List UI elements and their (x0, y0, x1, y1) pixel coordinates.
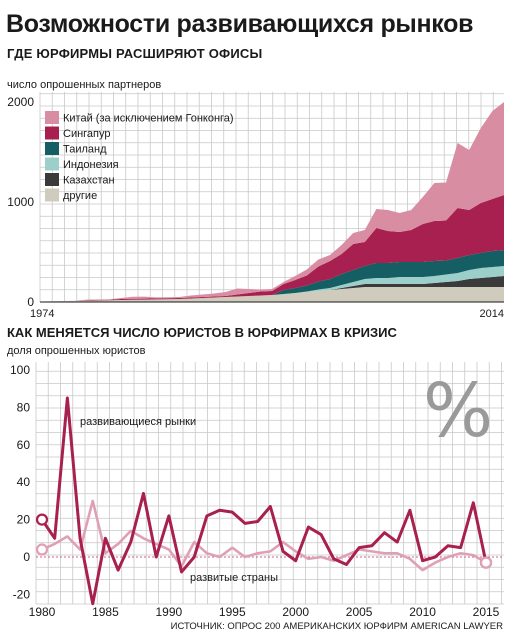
legend-swatch (45, 126, 59, 140)
section-separator (0, 322, 513, 344)
y-tick-label: -20 (13, 587, 31, 601)
area-series-2 (40, 266, 504, 302)
bottom-chart-axis: -20 0 20 40 60 80 100 1980 1985 1990 1995 2000 2005 2… (10, 363, 500, 619)
line-series-0 (40, 396, 488, 606)
x-tick-label: 1995 (219, 605, 246, 619)
x-tick-label: 2015 (473, 605, 500, 619)
top-chart-axis: 0 1000 2000 1974 2014 (7, 95, 504, 320)
x-tick-label: 2010 (409, 605, 436, 619)
line-endpoint-marker (479, 556, 493, 569)
legend-swatch (45, 142, 59, 155)
legend-label: Сингапур (63, 128, 111, 140)
source-note: ИСТОЧНИК: ОПРОС 200 АМЕРИКАНСКИХ ЮРФИРМ … (170, 621, 503, 632)
top-chart-ylabel: число опрошенных партнеров (7, 79, 161, 91)
y-tick-label: 60 (17, 438, 31, 452)
legend-label: Китай (за исключением Гонконга) (63, 113, 234, 125)
page-title: Возможности развивающихся рынков (6, 4, 507, 44)
area-series-4 (40, 195, 504, 302)
x-tick-label: 1985 (92, 605, 119, 619)
y-tick-label: 2000 (7, 95, 34, 109)
legend-swatch (45, 157, 59, 171)
chart-2-title: КАК МЕНЯЕТСЯ ЧИСЛО ЮРИСТОВ В ЮРФИРМАХ В … (7, 325, 397, 340)
legend-swatch (45, 111, 59, 124)
legend-label: Таиланд (63, 144, 107, 156)
series-label-emerging: развивающиеся рынки (80, 416, 196, 428)
line-endpoint-marker (35, 513, 49, 526)
line-endpoint-marker (35, 543, 49, 556)
chart-1-title: ГДЕ ЮРФИРМЫ РАСШИРЯЮТ ОФИСЫ (7, 46, 263, 61)
area-series-0 (40, 287, 504, 302)
legend-label: другие (63, 190, 97, 202)
line-series-1 (40, 499, 488, 572)
legend-swatch (45, 188, 59, 202)
y-tick-label: 100 (10, 363, 30, 377)
top-chart-areas (40, 102, 504, 302)
y-tick-label: 80 (17, 400, 31, 414)
legend-label: Индонезия (63, 159, 119, 171)
x-tick-label: 2000 (282, 605, 309, 619)
y-tick-label: 1000 (7, 195, 34, 209)
y-tick-label: 20 (17, 513, 31, 527)
legend-swatch (45, 173, 59, 186)
bottom-chart-series-labels: развивающиеся рынки развитые страны (80, 416, 278, 584)
y-tick-label: 40 (17, 475, 31, 489)
x-tick-label: 1974 (30, 308, 54, 320)
bottom-chart-grid (35, 362, 504, 605)
y-tick-label: 0 (23, 550, 30, 564)
x-tick-label: 2014 (480, 308, 504, 320)
x-tick-label: 1980 (29, 605, 56, 619)
series-label-developed: развитые страны (190, 572, 278, 584)
x-tick-label: 2005 (346, 605, 373, 619)
percent-icon: % (423, 368, 493, 454)
bottom-chart-ylabel: доля опрошенных юристов (7, 345, 146, 357)
legend-label: Казахстан (63, 175, 115, 187)
area-series-3 (40, 250, 504, 302)
top-chart-legend: Китай (за исключением Гонконга) Сингапур Т… (45, 111, 234, 202)
x-tick-label: 1990 (156, 605, 183, 619)
y-tick-label: 0 (27, 295, 34, 309)
bottom-chart-lines (35, 396, 493, 606)
